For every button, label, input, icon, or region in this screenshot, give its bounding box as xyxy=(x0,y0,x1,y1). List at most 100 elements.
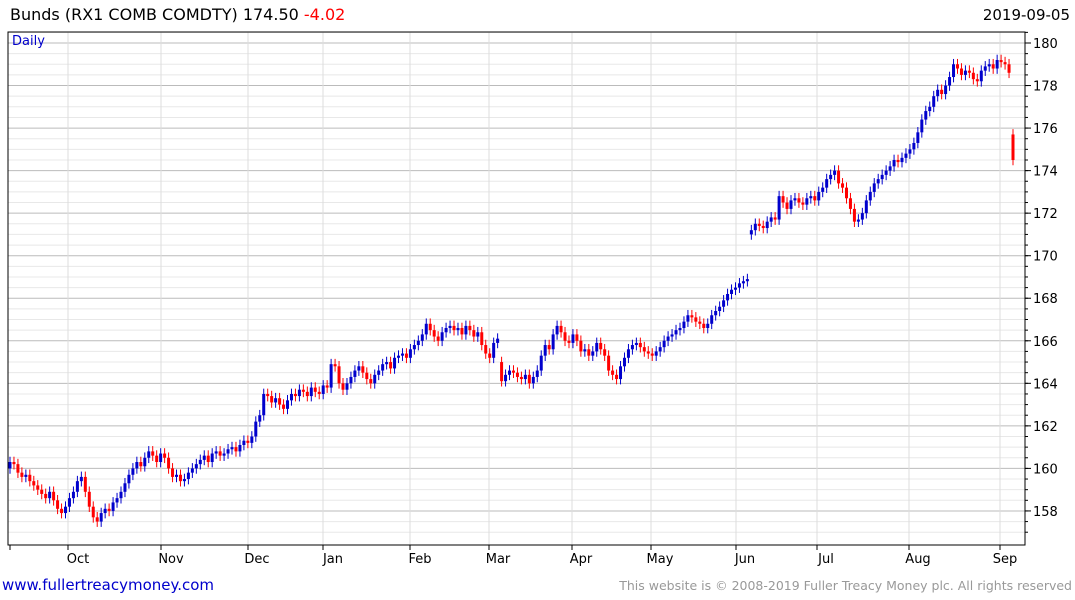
candle-body xyxy=(959,68,963,75)
candle-body xyxy=(67,498,71,507)
candle-body xyxy=(341,383,345,390)
candle xyxy=(91,501,95,523)
candle-body xyxy=(955,64,959,69)
candle-body xyxy=(757,223,761,226)
candle-body xyxy=(789,200,793,209)
candle-body xyxy=(508,370,512,375)
candle xyxy=(289,388,293,406)
candle xyxy=(440,326,444,347)
candle-body xyxy=(868,191,872,201)
candle xyxy=(452,320,456,336)
candle-body xyxy=(357,366,361,371)
candle-body xyxy=(690,315,694,318)
candle xyxy=(884,165,888,181)
candle-body xyxy=(278,398,282,405)
candle xyxy=(44,488,48,504)
candle-body xyxy=(523,374,527,380)
x-tick-label: Mar xyxy=(486,552,511,567)
candle xyxy=(809,190,813,204)
candle-body xyxy=(353,370,357,377)
candle-body xyxy=(607,355,611,371)
candle xyxy=(607,350,611,376)
candle-body xyxy=(111,502,115,511)
candle xyxy=(254,416,258,442)
candle xyxy=(591,346,595,361)
candle xyxy=(484,339,488,359)
candle xyxy=(603,343,607,361)
candle-body xyxy=(400,353,404,356)
candle xyxy=(139,456,143,472)
site-link[interactable]: www.fullertreacymoney.com xyxy=(2,576,214,594)
candle xyxy=(563,326,567,347)
candle xyxy=(385,356,389,370)
candle-body xyxy=(547,345,551,350)
candle-body xyxy=(40,489,44,494)
candle xyxy=(904,148,908,164)
candle-body xyxy=(710,315,714,324)
candle xyxy=(182,473,186,487)
candle-body xyxy=(238,445,242,452)
candle xyxy=(404,348,408,364)
candle xyxy=(115,492,119,508)
candle xyxy=(321,380,325,400)
candle xyxy=(952,58,956,83)
candle-body xyxy=(309,387,313,397)
candle-body xyxy=(694,317,698,322)
x-tick-label: Nov xyxy=(158,552,184,567)
candle-body xyxy=(416,340,420,346)
candle-body xyxy=(587,349,591,356)
candle-body xyxy=(619,366,623,380)
candle xyxy=(825,173,829,193)
candle-body xyxy=(381,364,385,371)
chart-date: 2019-09-05 xyxy=(983,6,1070,24)
candle-body xyxy=(143,457,147,467)
candle xyxy=(975,73,979,87)
candle xyxy=(99,507,103,527)
candle-body xyxy=(218,451,222,456)
candle xyxy=(944,80,948,100)
candle-body xyxy=(571,334,575,343)
candle xyxy=(702,318,706,334)
candle-body xyxy=(626,349,630,358)
candle xyxy=(535,365,539,383)
candle xyxy=(595,337,599,357)
candle xyxy=(991,58,995,74)
candle xyxy=(963,65,967,81)
candle-body xyxy=(286,400,290,409)
candle-body xyxy=(408,349,412,358)
candle-body xyxy=(884,170,888,175)
candle-body xyxy=(420,334,424,341)
candle xyxy=(547,339,551,355)
candle xyxy=(468,320,472,336)
candle-body xyxy=(163,453,167,458)
candle-body xyxy=(825,179,829,188)
candle xyxy=(222,448,226,461)
candle xyxy=(710,309,714,330)
candle-body xyxy=(230,447,234,450)
candle xyxy=(753,218,757,236)
candle xyxy=(983,61,987,76)
candle xyxy=(626,343,630,364)
candle-body xyxy=(793,198,797,201)
candle-body xyxy=(167,457,171,469)
candle xyxy=(337,360,341,389)
candle-body xyxy=(999,60,1003,63)
candle-body xyxy=(813,196,817,201)
candle xyxy=(967,65,971,79)
candle xyxy=(761,220,765,234)
candle-body xyxy=(535,370,539,377)
candle xyxy=(472,324,476,342)
candle-body xyxy=(646,351,650,354)
candle xyxy=(325,380,329,393)
candle xyxy=(813,190,817,206)
candle-body xyxy=(361,366,365,373)
candle xyxy=(777,190,781,225)
candle-body xyxy=(373,374,377,384)
candle-body xyxy=(258,415,262,422)
candle xyxy=(111,497,115,517)
candle xyxy=(210,448,214,468)
candle xyxy=(888,161,892,176)
candle-body xyxy=(452,325,456,331)
candle-body xyxy=(678,328,682,331)
candle xyxy=(682,316,686,334)
